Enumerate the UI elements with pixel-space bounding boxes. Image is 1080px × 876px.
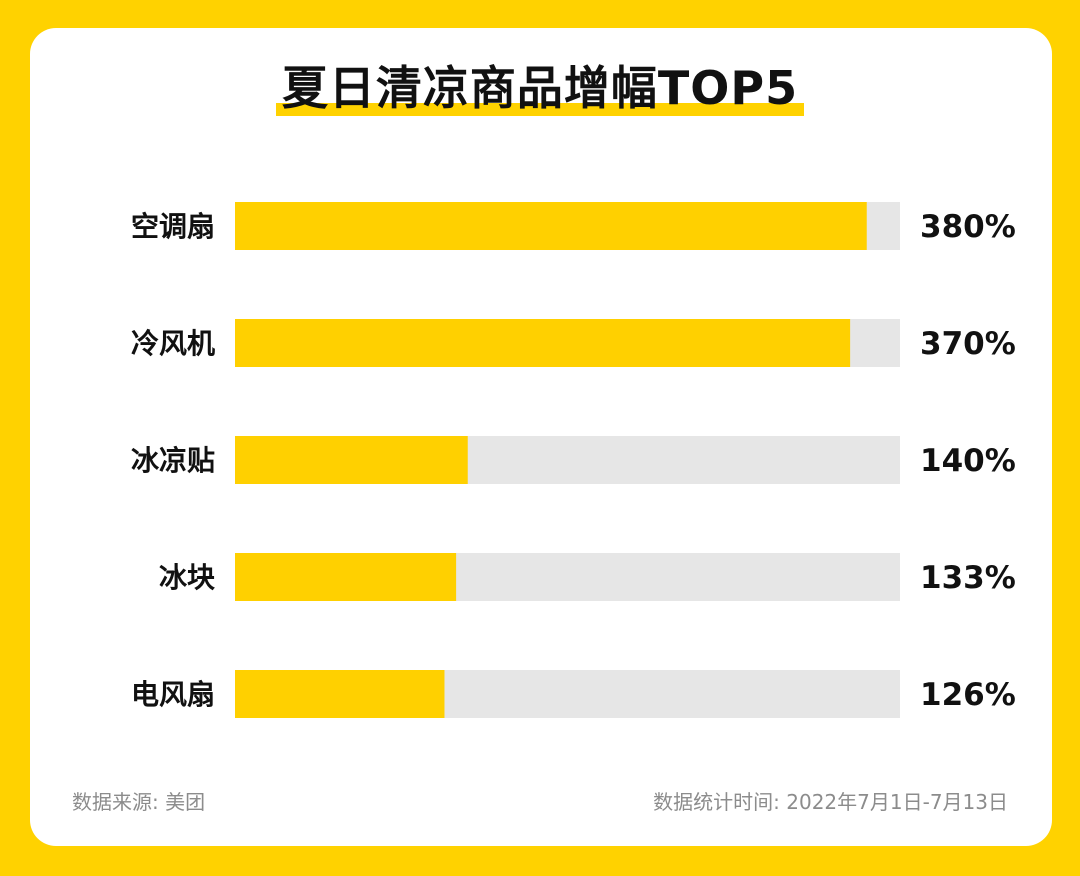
category-label: 空调扇 bbox=[131, 210, 215, 243]
value-label: 133% bbox=[920, 560, 1016, 596]
data-period: 数据统计时间: 2022年7月1日-7月13日 bbox=[653, 790, 1008, 814]
category-label: 电风扇 bbox=[131, 678, 215, 711]
value-label: 126% bbox=[920, 677, 1016, 713]
value-label: 370% bbox=[920, 326, 1016, 362]
category-label: 冷风机 bbox=[131, 327, 215, 360]
value-label: 140% bbox=[920, 443, 1016, 479]
value-label: 380% bbox=[920, 209, 1016, 245]
chart-title: 夏日清凉商品增幅TOP5 bbox=[275, 60, 805, 116]
category-label: 冰凉贴 bbox=[131, 444, 215, 477]
bar-group: 电风扇 126% bbox=[131, 670, 1016, 718]
bar bbox=[235, 319, 851, 367]
title-highlight bbox=[275, 103, 805, 116]
category-label: 冰块 bbox=[159, 561, 215, 594]
bar-group: 空调扇 380% bbox=[131, 202, 1016, 250]
bar bbox=[235, 553, 457, 601]
bar-group: 冰凉贴 140% bbox=[131, 436, 1016, 484]
bar-group: 冰块 133% bbox=[159, 553, 1016, 601]
bar bbox=[235, 670, 445, 718]
chart-title-text: 夏日清凉商品增幅TOP5 bbox=[281, 61, 799, 115]
data-source: 数据来源: 美团 bbox=[72, 790, 206, 814]
title-container: 夏日清凉商品增幅TOP5 bbox=[0, 60, 1080, 116]
bar bbox=[235, 436, 468, 484]
bar-group: 冷风机 370% bbox=[131, 319, 1016, 367]
bar bbox=[235, 202, 867, 250]
